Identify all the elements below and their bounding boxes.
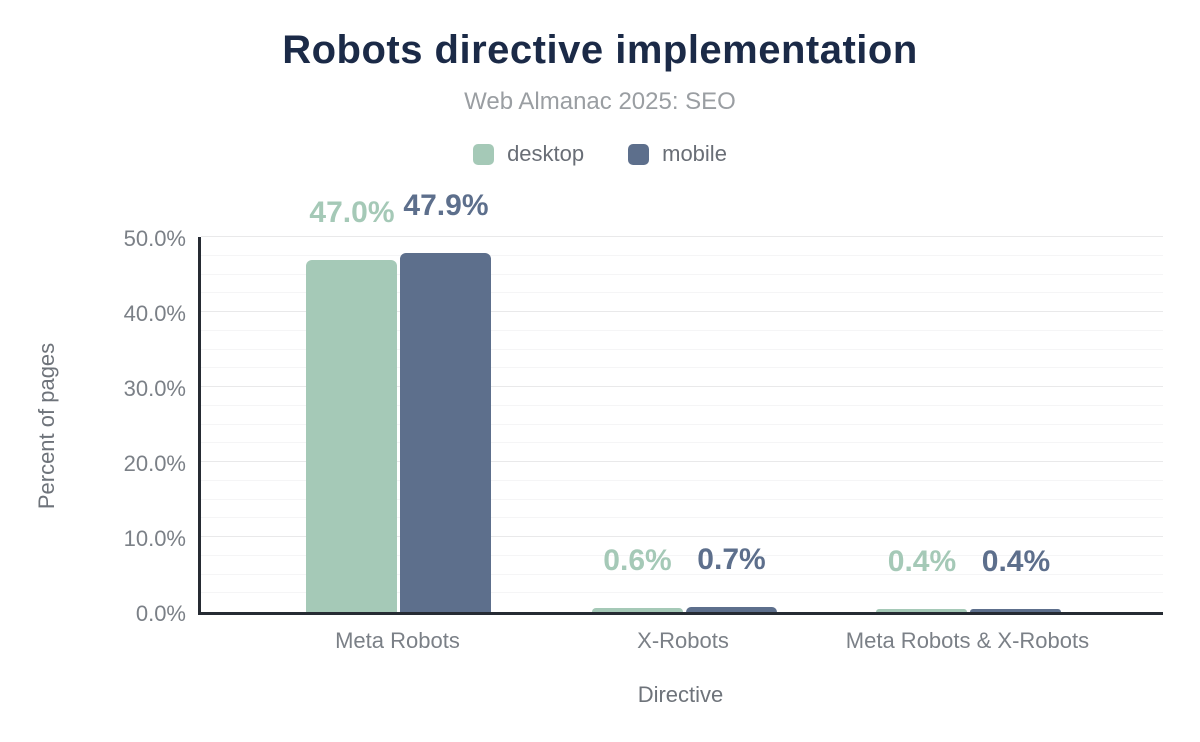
gridline-minor xyxy=(201,592,1163,594)
gridline-minor xyxy=(201,367,1163,369)
bar-mobile-3[interactable] xyxy=(970,609,1062,612)
gridline-major xyxy=(201,461,1163,462)
legend-swatch-icon xyxy=(473,143,495,165)
gridline-major xyxy=(201,311,1163,312)
gridline-major xyxy=(201,386,1163,387)
gridline-minor xyxy=(201,442,1163,444)
y-axis-title: Percent of pages xyxy=(34,342,59,510)
chart-title: Robots directive implementation xyxy=(282,28,918,72)
bar-mobile-2[interactable] xyxy=(686,606,777,612)
value-label-mobile-3: 0.4% xyxy=(981,545,1051,578)
gridline-minor xyxy=(201,292,1163,294)
y-tick-label: 0.0% xyxy=(135,601,186,626)
gridline-minor xyxy=(201,498,1163,500)
gridline-minor xyxy=(201,329,1163,331)
value-label-mobile-1: 47.9% xyxy=(403,188,489,222)
y-tick-label: 20.0% xyxy=(123,451,186,476)
value-label-desktop-1: 47.0% xyxy=(309,195,395,229)
value-label-desktop-3: 0.4% xyxy=(887,545,957,578)
legend-label: desktop xyxy=(507,141,585,166)
gridline-minor xyxy=(201,517,1163,519)
legend-item-desktop: desktop xyxy=(473,141,584,167)
gridline-minor xyxy=(201,573,1163,575)
plot-area: 47.0% 47.9% 0.6% 0.7% 0.4% 0.4% xyxy=(198,190,1163,615)
x-tick-label: Meta Robots & X-Robots xyxy=(845,628,1090,653)
legend: desktop mobile xyxy=(0,141,1200,167)
gridline-minor xyxy=(201,554,1163,556)
x-axis-title: Directive xyxy=(637,682,724,707)
gridline-minor xyxy=(201,273,1163,275)
gridline-minor xyxy=(201,479,1163,481)
bar-group-3: 0.4% 0.4% xyxy=(876,237,1062,612)
value-label-mobile-2: 0.7% xyxy=(697,542,766,576)
gridline-minor xyxy=(201,254,1163,256)
y-tick-label: 30.0% xyxy=(123,376,186,401)
bar-group-2: 0.6% 0.7% xyxy=(592,237,777,612)
x-tick-label: Meta Robots xyxy=(335,628,460,653)
gridline-major xyxy=(201,536,1163,537)
legend-item-mobile: mobile xyxy=(628,141,727,167)
bar-desktop-3[interactable] xyxy=(876,609,968,612)
gridline-minor xyxy=(201,404,1163,406)
bar-mobile-1[interactable] xyxy=(400,252,492,612)
chart-subtitle: Web Almanac 2025: SEO xyxy=(464,88,736,115)
x-tick-label: X-Robots xyxy=(637,628,729,653)
bar-group-1: 47.0% 47.9% xyxy=(306,190,492,612)
gridline-minor xyxy=(201,423,1163,425)
legend-label: mobile xyxy=(662,141,727,166)
gridline-major xyxy=(201,236,1163,237)
y-tick-label: 10.0% xyxy=(123,526,186,551)
y-tick-label: 40.0% xyxy=(123,301,186,326)
bar-desktop-1[interactable] xyxy=(306,259,398,612)
gridline-minor xyxy=(201,348,1163,350)
y-tick-label: 50.0% xyxy=(123,226,186,251)
value-label-desktop-2: 0.6% xyxy=(603,543,672,577)
bar-desktop-2[interactable] xyxy=(592,607,683,612)
legend-swatch-icon xyxy=(628,143,650,165)
